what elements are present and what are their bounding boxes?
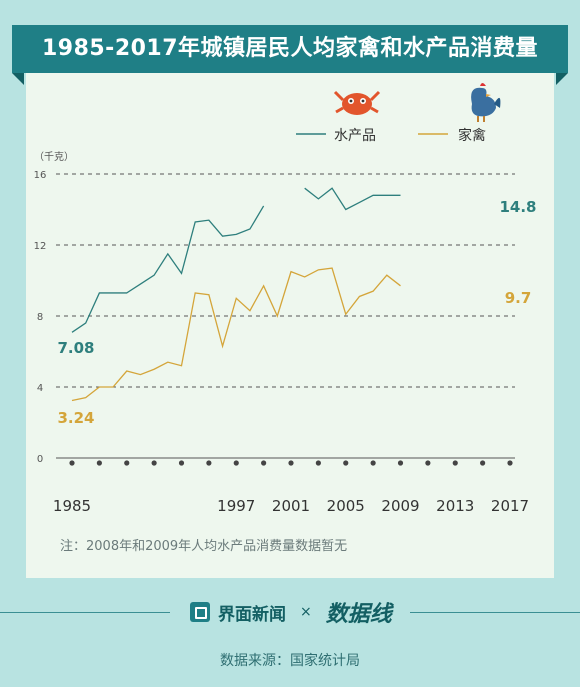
x-tick-label: 2013	[436, 497, 474, 515]
x-tick-dot	[69, 460, 75, 466]
series-line-poultry	[71, 267, 401, 402]
data-label: 9.7	[505, 289, 532, 307]
jiemian-logo-icon	[190, 602, 210, 622]
rooster-icon	[471, 83, 501, 122]
x-tick-dot	[288, 460, 294, 466]
y-tick-label: 4	[37, 383, 43, 394]
x-tick-dot	[315, 460, 321, 466]
x-tick-label: 2017	[491, 497, 529, 515]
x-tick-dot	[178, 460, 185, 466]
y-tick-label: 12	[34, 241, 47, 252]
x-tick-dot	[425, 460, 431, 466]
legend-label-poultry: 家禽	[458, 127, 486, 144]
x-tick-dot	[261, 460, 267, 466]
data-source: 数据来源：国家统计局	[220, 653, 360, 669]
x-tick-dot	[343, 460, 349, 466]
separator-left	[0, 612, 170, 613]
x-tick-dot	[480, 460, 486, 466]
title-banner	[12, 25, 568, 73]
x-tick-dot	[206, 460, 212, 466]
x-tick-dot	[507, 460, 513, 466]
legend: 水产品 家禽	[296, 83, 501, 144]
banner-fold-right	[556, 73, 568, 85]
x-tick-label: 1985	[53, 497, 91, 515]
x-tick-dot	[96, 460, 102, 466]
x-tick-label: 2005	[327, 497, 365, 515]
data-label: 7.08	[57, 339, 94, 357]
data-label: 3.24	[57, 409, 94, 427]
x-tick-dot	[397, 460, 404, 466]
x-tick-label: 2001	[272, 497, 310, 515]
chart-card	[26, 73, 554, 578]
grid-lines	[56, 173, 515, 459]
series-line-aquatic	[71, 205, 265, 333]
y-tick-label: 16	[34, 170, 47, 181]
x-tick-label: 2009	[381, 497, 419, 515]
x-tick-dot	[151, 460, 157, 466]
x-tick-dot	[370, 460, 376, 466]
chart-title: 1985-2017年城镇居民人均家禽和水产品消费量	[41, 36, 539, 61]
separator-right	[410, 612, 580, 613]
y-tick-label: 0	[37, 454, 43, 465]
y-axis-label: （千克）	[34, 151, 74, 163]
x-tick-labels: 1985 1997 2001 2005 2009 2013 2017	[53, 497, 529, 515]
y-tick-labels: 0 4 8 12 16	[34, 170, 47, 465]
x-tick-label: 1997	[217, 497, 255, 515]
x-tick-dot	[452, 460, 458, 466]
banner-fold-left	[12, 73, 24, 85]
y-tick-label: 8	[37, 312, 43, 323]
footnote: 注：2008年和2009年人均水产品消费量数据暂无	[60, 539, 348, 554]
legend-label-aquatic: 水产品	[334, 128, 376, 144]
x-tick-dot	[124, 460, 130, 466]
brand-cross: ×	[300, 604, 312, 620]
x-tick-dots	[69, 460, 513, 466]
partner-logo: 数据线	[325, 602, 392, 627]
x-tick-dot	[233, 460, 239, 466]
brand-name: 界面新闻	[218, 604, 286, 625]
brand-bar: 界面新闻 × 数据线	[190, 598, 392, 627]
crab-icon	[333, 90, 381, 115]
series-lines	[71, 187, 401, 402]
data-label: 14.8	[499, 198, 536, 216]
data-labels: 7.08 14.8 3.24 9.7	[57, 198, 536, 427]
series-line-aquatic	[304, 187, 401, 211]
